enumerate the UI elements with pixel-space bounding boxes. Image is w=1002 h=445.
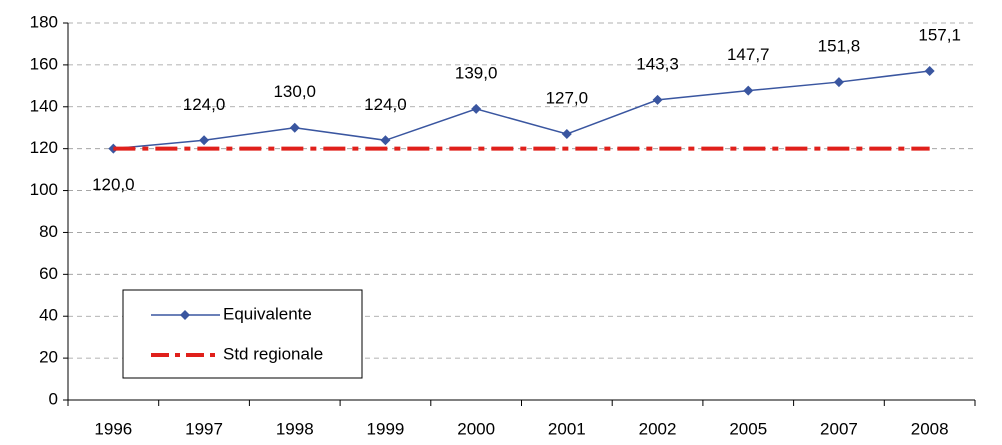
point-marker bbox=[924, 65, 935, 76]
point-marker bbox=[199, 135, 210, 146]
y-tick-label: 100 bbox=[30, 180, 58, 199]
legend-marker bbox=[180, 310, 190, 320]
y-tick-label: 60 bbox=[39, 264, 58, 283]
x-tick-label: 1997 bbox=[185, 419, 223, 438]
point-marker bbox=[561, 129, 572, 140]
y-tick-label: 40 bbox=[39, 306, 58, 325]
x-tick-label: 2002 bbox=[639, 419, 677, 438]
x-tick-label: 2007 bbox=[820, 419, 858, 438]
y-tick-label: 180 bbox=[30, 12, 58, 31]
x-tick-label: 1999 bbox=[367, 419, 405, 438]
y-tick-label: 160 bbox=[30, 54, 58, 73]
value-label: 151,8 bbox=[818, 37, 861, 56]
x-tick-label: 2001 bbox=[548, 419, 586, 438]
x-tick-label: 1996 bbox=[94, 419, 132, 438]
value-label: 143,3 bbox=[636, 54, 679, 73]
value-label: 124,0 bbox=[183, 95, 226, 114]
point-marker bbox=[471, 103, 482, 114]
point-marker bbox=[652, 94, 663, 105]
y-tick-label: 0 bbox=[49, 389, 58, 408]
point-marker bbox=[743, 85, 754, 96]
point-marker bbox=[380, 135, 391, 146]
x-tick-label: 1998 bbox=[276, 419, 314, 438]
value-label: 130,0 bbox=[273, 82, 316, 101]
y-tick-label: 80 bbox=[39, 222, 58, 241]
point-marker bbox=[833, 77, 844, 88]
value-label: 120,0 bbox=[92, 175, 135, 194]
series-line bbox=[113, 70, 930, 150]
legend-label: Equivalente bbox=[223, 304, 312, 323]
x-tick-label: 2005 bbox=[729, 419, 767, 438]
x-tick-label: 2000 bbox=[457, 419, 495, 438]
x-tick-label: 2008 bbox=[911, 419, 949, 438]
legend-box bbox=[122, 289, 363, 379]
y-tick-label: 140 bbox=[30, 96, 58, 115]
legend-label: Std regionale bbox=[223, 344, 323, 363]
y-tick-label: 20 bbox=[39, 348, 58, 367]
value-label: 139,0 bbox=[455, 63, 498, 82]
y-tick-label: 120 bbox=[30, 138, 58, 157]
value-label: 147,7 bbox=[727, 45, 770, 64]
value-label: 157,1 bbox=[918, 25, 961, 44]
value-label: 124,0 bbox=[364, 95, 407, 114]
value-label: 127,0 bbox=[546, 88, 589, 107]
point-marker bbox=[289, 122, 300, 133]
